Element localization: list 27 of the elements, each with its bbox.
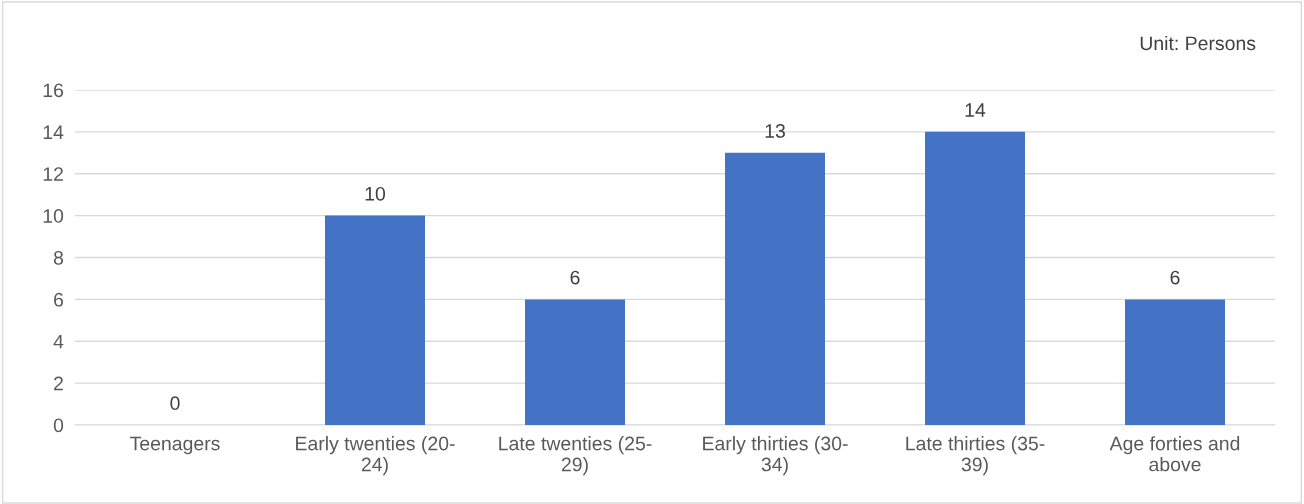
x-tick-label: Late twenties (25-29) bbox=[499, 436, 652, 476]
y-tick-label: 8 bbox=[53, 250, 64, 265]
y-tick-label: 14 bbox=[43, 125, 64, 139]
data-label: 14 bbox=[965, 103, 986, 117]
y-tick-label: 10 bbox=[43, 209, 64, 223]
y-tick-label: 12 bbox=[43, 167, 63, 181]
y-tick-label: 0 bbox=[53, 418, 64, 433]
data-label: 0 bbox=[170, 396, 180, 411]
x-tick-label: Early twenties (20-24) bbox=[296, 436, 455, 476]
x-tick-label: Teenagers bbox=[130, 436, 220, 455]
bar bbox=[725, 152, 825, 425]
data-label: 6 bbox=[1170, 270, 1180, 285]
x-tick-label: Early thirties (30-34) bbox=[703, 436, 848, 476]
x-tick-label: Age forties and above bbox=[1109, 436, 1240, 472]
y-tick-label: 2 bbox=[54, 376, 63, 391]
bar bbox=[925, 131, 1025, 425]
data-label: 10 bbox=[365, 186, 386, 201]
text: Unit: Persons bbox=[1140, 35, 1256, 51]
x-tick-label: Late thirties (35-39) bbox=[906, 436, 1045, 476]
bar bbox=[525, 299, 625, 425]
data-label: 6 bbox=[570, 270, 580, 285]
y-tick-label: 4 bbox=[53, 334, 64, 349]
data-label: 13 bbox=[765, 124, 785, 138]
y-tick-label: 16 bbox=[43, 83, 64, 98]
y-tick-label: 6 bbox=[54, 292, 64, 307]
bar bbox=[1125, 299, 1225, 425]
bar bbox=[325, 215, 425, 425]
